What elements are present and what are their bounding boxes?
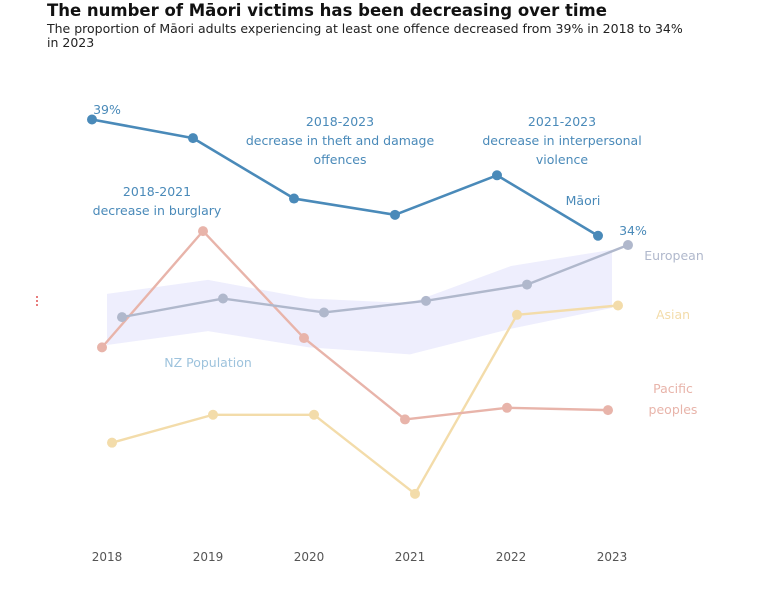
data-point-asian-2021 <box>410 488 420 499</box>
x-tick-label-2021: 2021 <box>395 550 426 564</box>
data-point-maori-2022 <box>492 170 502 181</box>
x-axis: 2018 2019 2020 2021 2022 2023 <box>92 550 628 564</box>
annotation-burglary-line1: 2018-2021 <box>123 184 191 199</box>
data-point-asian-2019 <box>208 409 218 420</box>
data-point-pacific-peoples-2019 <box>198 226 208 237</box>
maori-end-value-label: 34% <box>619 223 647 238</box>
data-point-pacific-peoples-2023 <box>603 405 613 416</box>
x-tick-label-2020: 2020 <box>294 550 325 564</box>
x-tick-label-2019: 2019 <box>193 550 224 564</box>
series-label-asian: Asian <box>656 307 690 322</box>
data-point-european-2023 <box>623 240 633 251</box>
series-european <box>117 240 633 323</box>
x-tick-label-2018: 2018 <box>92 550 123 564</box>
data-point-european-2019 <box>218 293 228 304</box>
annotation-theft-line2: decrease in theft and damage <box>246 133 435 148</box>
series-label-pacific-part: peoples <box>649 402 698 417</box>
data-point-pacific-peoples-2018 <box>97 342 107 353</box>
annotation-interpersonal-line3: violence <box>536 152 588 167</box>
series-label-european: European <box>644 248 704 263</box>
nz-population-band <box>107 249 612 355</box>
annotation-burglary-line2: decrease in burglary <box>93 203 222 218</box>
annotation-theft-line1: 2018-2023 <box>306 114 374 129</box>
nz-population-label: NZ Population <box>164 355 252 370</box>
data-point-maori-2018 <box>87 114 97 125</box>
series-maori <box>87 114 603 241</box>
data-point-asian-2020 <box>309 409 319 420</box>
data-point-asian-2018 <box>107 437 117 448</box>
data-point-pacific-peoples-2021 <box>400 414 410 425</box>
series-label-pacific: Pacific peoples <box>649 381 698 417</box>
nz-population-band-layer <box>107 249 612 355</box>
series-line-european <box>121 243 629 319</box>
data-point-maori-2021 <box>390 209 400 220</box>
series-pacific-peoples <box>97 226 613 425</box>
data-point-pacific-peoples-2022 <box>502 402 512 413</box>
data-point-maori-2023 <box>593 230 603 241</box>
data-point-maori-2019 <box>188 133 198 144</box>
series-line-pacific-peoples <box>101 229 609 421</box>
data-point-pacific-peoples-2020 <box>299 333 309 344</box>
series-line-asian <box>111 304 619 496</box>
data-point-asian-2022 <box>512 309 522 320</box>
annotation-theft-line3: offences <box>314 152 367 167</box>
series-label-pacific-part: Pacific <box>653 381 693 396</box>
series-layer <box>87 114 633 499</box>
chart-title: The number of Māori victims has been dec… <box>47 1 607 20</box>
data-point-european-2018 <box>117 312 127 323</box>
series-asian <box>107 300 623 499</box>
chart-subtitle: The proportion of Māori adults experienc… <box>47 21 683 50</box>
data-point-maori-2020 <box>289 193 299 204</box>
maori-start-value-label: 39% <box>93 102 121 117</box>
data-point-european-2021 <box>421 295 431 306</box>
data-point-european-2022 <box>522 279 532 290</box>
data-point-asian-2023 <box>613 300 623 311</box>
x-tick-label-2023: 2023 <box>597 550 628 564</box>
x-tick-label-2022: 2022 <box>496 550 527 564</box>
series-label-maori: Māori <box>566 193 601 208</box>
data-point-european-2020 <box>319 307 329 318</box>
series-line-maori <box>91 118 599 237</box>
annotation-interpersonal-line1: 2021-2023 <box>528 114 596 129</box>
annotation-interpersonal-line2: decrease in interpersonal <box>482 133 641 148</box>
